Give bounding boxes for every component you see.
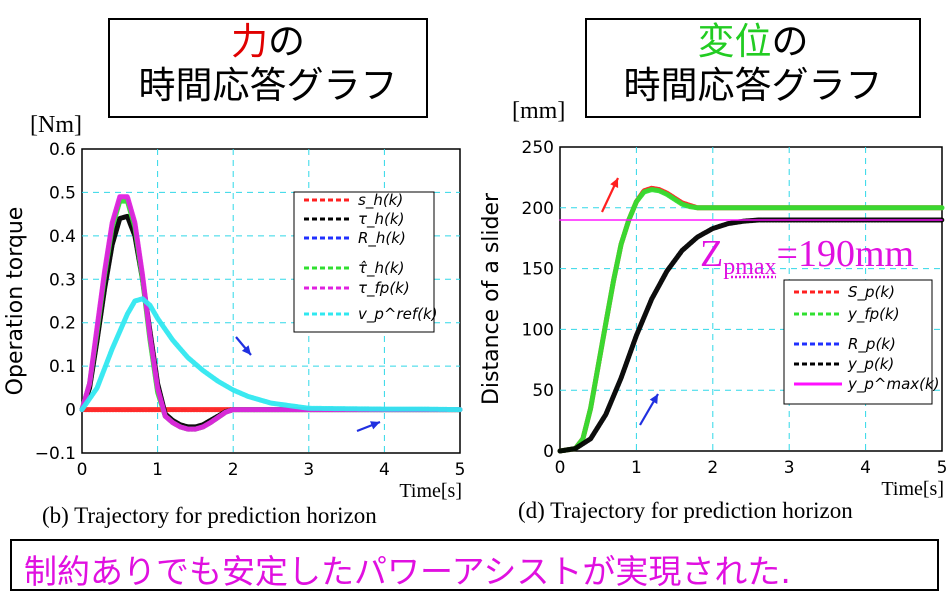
right-legend-label: S_p(k) [848,283,895,302]
right-arrow-head [649,394,658,404]
left-y-tick-label: 0.3 [49,270,76,290]
left-arrow-shaft [356,420,381,433]
left-x-tick-label: 1 [152,460,163,480]
right-legend-label: y_fp(k) [847,305,900,324]
footer-box: 制約ありでも安定したパワーアシストが実現された. [10,539,939,591]
right-legend-label: y_p^max(k) [847,375,940,394]
left-x-tick-label: 0 [77,460,88,480]
right-legend-label: R_p(k) [848,335,896,354]
left-plot-frame [81,148,461,454]
right-arrow-shaft [639,393,659,426]
left-y-tick-label: 0.2 [49,314,76,334]
right-legend-box [783,279,933,405]
right-y-tick-label: 250 [522,138,554,158]
left-title-highlight: 力 [231,20,268,63]
left-x-axis-label: Time[s] [399,480,462,502]
right-x-tick-label: 5 [937,458,948,478]
left-y-tick-label: 0.6 [49,140,76,160]
right-title-line1: 変位の [587,20,919,64]
left-caption: (b) Trajectory for prediction horizon [42,503,377,528]
left-y-tick-label: 0.1 [49,357,76,377]
right-y-tick-label: 0 [543,442,554,462]
right-arrow-head [610,178,619,188]
zpmax-main: Z [700,233,724,275]
left-legend-label: s_h(k) [358,191,403,210]
right-x-tick-label: 2 [707,458,718,478]
right-x-tick-label: 4 [860,458,871,478]
right-x-axis-label: Time[s] [881,478,944,500]
left-x-tick-label: 5 [455,460,466,480]
left-legend-label: R_h(k) [358,229,406,248]
right-arrow-shaft [601,177,619,213]
left-title-box: 力の 時間応答グラフ [108,18,428,118]
left-legend-label: τ_h(k) [358,210,404,229]
left-unit: [Nm] [30,112,82,138]
left-y-tick-label: 0.5 [49,183,76,203]
right-title-line2: 時間応答グラフ [623,64,883,107]
left-y-tick-label: 0.4 [49,227,76,247]
right-plot-frame [559,146,943,452]
left-legend-box [293,191,435,333]
left-arrow-head [370,421,380,430]
zpmax-annotation: Zpmax=190mm [700,232,914,281]
left-series-line-4 [79,194,463,432]
left-title-line2: 時間応答グラフ [138,64,398,107]
left-arrow-head [241,345,251,355]
right-y-axis-label: Distance of a slider [479,192,504,405]
left-x-tick-label: 4 [379,460,390,480]
left-legend-label: v_p^ref(k) [358,305,438,324]
right-series-line-1 [557,187,945,454]
zpmax-sub: pmax [723,254,777,280]
left-title-rest: の [268,20,305,63]
left-arrow-shaft [235,336,252,356]
footer-text: 制約ありでも安定したパワーアシストが実現された. [24,552,791,591]
right-y-tick-label: 150 [522,260,554,280]
right-title-rest: の [771,20,809,63]
right-unit: [mm] [512,98,566,124]
left-series-line-3 [79,198,463,432]
left-series-line-5 [79,296,463,413]
left-series-line-1 [79,213,463,430]
left-title-line1: 力の [110,20,426,64]
right-legend-label: y_p(k) [847,355,894,374]
left-y-tick-label: 0 [65,401,76,421]
right-y-tick-label: 100 [522,320,554,340]
left-x-tick-label: 2 [228,460,239,480]
left-legend-label: τ_fp(k) [358,279,410,298]
right-x-tick-label: 1 [631,458,642,478]
right-y-tick-label: 50 [532,381,554,401]
left-y-tick-label: −0.1 [35,444,76,464]
right-x-tick-label: 3 [784,458,795,478]
right-series-line-0 [557,185,945,454]
zpmax-tail: =190mm [776,233,915,275]
right-title-highlight: 変位 [697,20,772,63]
right-y-tick-label: 200 [522,199,554,219]
left-x-tick-label: 3 [303,460,314,480]
right-title-box: 変位の 時間応答グラフ [585,18,921,118]
left-legend-label: τ̂_h(k) [358,259,404,278]
left-y-axis-label: Operation torque [3,207,28,396]
right-x-tick-label: 0 [555,458,566,478]
right-caption: (d) Trajectory for prediction horizon [518,498,853,523]
